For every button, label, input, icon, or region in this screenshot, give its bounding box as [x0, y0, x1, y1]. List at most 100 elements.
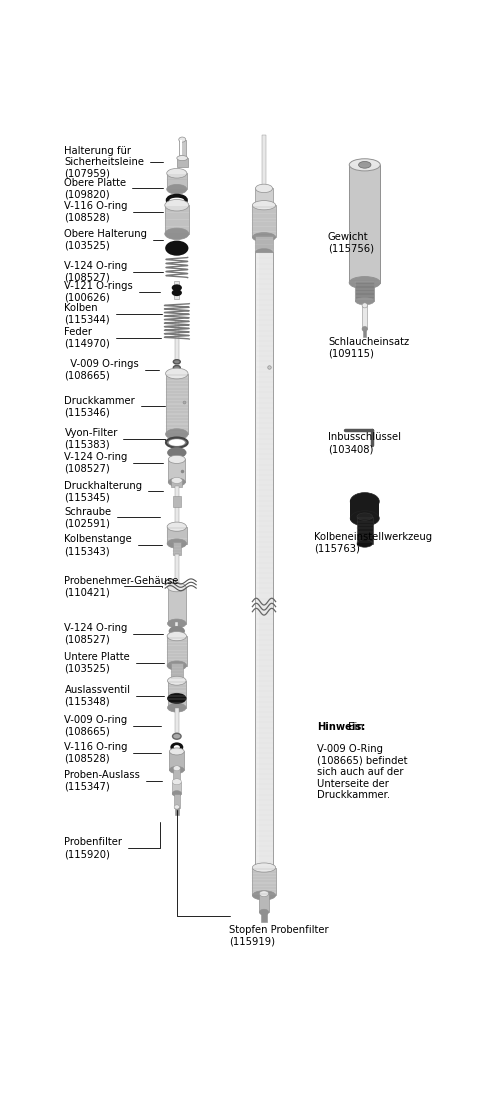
Bar: [170, 751, 184, 769]
Text: Probenehmer-Gehäuse
(110421): Probenehmer-Gehäuse (110421): [64, 576, 179, 597]
Ellipse shape: [167, 539, 186, 549]
Ellipse shape: [170, 766, 184, 774]
Text: Hinweis:: Hinweis:: [316, 722, 365, 732]
Bar: [179, 140, 186, 161]
Ellipse shape: [252, 891, 276, 900]
Ellipse shape: [166, 428, 188, 439]
Ellipse shape: [167, 196, 186, 205]
Bar: [174, 768, 180, 780]
Text: Feder
(114970): Feder (114970): [64, 328, 161, 349]
Bar: [252, 205, 276, 237]
Text: V-116 O-ring
(108528): V-116 O-ring (108528): [64, 201, 163, 223]
Bar: [350, 500, 380, 520]
Text: Probenfilter
(115920): Probenfilter (115920): [64, 822, 160, 859]
Ellipse shape: [167, 447, 186, 458]
Text: Druckhalterung
(115345): Druckhalterung (115345): [64, 481, 163, 502]
Ellipse shape: [166, 185, 187, 195]
Ellipse shape: [166, 437, 188, 448]
Text: Druckkammer
(115346): Druckkammer (115346): [64, 396, 165, 418]
Ellipse shape: [256, 185, 272, 192]
Ellipse shape: [172, 291, 181, 295]
Ellipse shape: [362, 303, 368, 308]
Ellipse shape: [165, 200, 189, 211]
Ellipse shape: [165, 240, 188, 256]
Ellipse shape: [252, 233, 276, 242]
Ellipse shape: [174, 804, 180, 809]
Text: Vyon-Filter
(115383): Vyon-Filter (115383): [64, 428, 165, 450]
Bar: [362, 305, 368, 329]
Bar: [175, 320, 179, 468]
Bar: [175, 707, 179, 733]
Bar: [170, 663, 183, 680]
Ellipse shape: [167, 632, 186, 640]
Bar: [175, 554, 179, 586]
Ellipse shape: [356, 297, 374, 305]
Ellipse shape: [260, 909, 268, 915]
Ellipse shape: [256, 248, 272, 256]
Ellipse shape: [172, 285, 181, 291]
Ellipse shape: [168, 583, 186, 591]
Text: Schlaucheinsatz
(109115): Schlaucheinsatz (109115): [328, 338, 409, 359]
Ellipse shape: [172, 478, 182, 483]
Bar: [177, 158, 188, 166]
Ellipse shape: [174, 766, 180, 771]
Ellipse shape: [172, 790, 182, 797]
Text: Ein: Ein: [344, 722, 363, 732]
Text: Stopfen Probenfilter
(115919): Stopfen Probenfilter (115919): [229, 925, 329, 947]
Ellipse shape: [349, 277, 380, 289]
Ellipse shape: [168, 677, 186, 685]
Text: V-116 O-ring
(108528): V-116 O-ring (108528): [64, 742, 161, 764]
Text: Kolbeneinstellwerkzeug
(115763): Kolbeneinstellwerkzeug (115763): [314, 532, 432, 553]
Ellipse shape: [174, 745, 180, 750]
Bar: [174, 281, 179, 299]
Bar: [363, 328, 366, 338]
Ellipse shape: [357, 540, 372, 548]
Text: V-009 O-ring
(108665): V-009 O-ring (108665): [64, 716, 161, 737]
Bar: [168, 587, 186, 623]
Ellipse shape: [350, 510, 380, 526]
Ellipse shape: [260, 891, 268, 896]
Bar: [175, 486, 179, 527]
Ellipse shape: [167, 693, 186, 704]
Text: Gewicht
(115756): Gewicht (115756): [328, 232, 374, 254]
Ellipse shape: [177, 155, 188, 161]
Ellipse shape: [167, 661, 186, 670]
Text: Proben-Auslass
(115347): Proben-Auslass (115347): [64, 771, 162, 791]
Ellipse shape: [172, 733, 181, 739]
Ellipse shape: [252, 201, 276, 210]
Text: Schraube
(102591): Schraube (102591): [64, 507, 160, 528]
Bar: [256, 254, 259, 867]
Bar: [172, 481, 182, 487]
Bar: [174, 795, 180, 808]
Ellipse shape: [362, 327, 368, 331]
Text: Obere Halterung
(103525): Obere Halterung (103525): [64, 228, 163, 250]
Text: Obere Platte
(109820): Obere Platte (109820): [64, 177, 163, 199]
Bar: [260, 894, 268, 913]
Ellipse shape: [170, 748, 184, 755]
Ellipse shape: [168, 439, 185, 446]
Bar: [166, 173, 187, 189]
Text: Kolbenstange
(115343): Kolbenstange (115343): [64, 534, 162, 556]
Ellipse shape: [165, 228, 189, 239]
Ellipse shape: [167, 522, 186, 531]
Ellipse shape: [168, 456, 186, 463]
Ellipse shape: [179, 137, 186, 142]
Bar: [173, 542, 180, 555]
Bar: [168, 459, 186, 482]
Bar: [262, 912, 266, 922]
Ellipse shape: [174, 365, 180, 369]
Ellipse shape: [357, 513, 372, 520]
Ellipse shape: [350, 493, 380, 510]
Bar: [356, 281, 374, 302]
Text: V-009 O-Ring
(108665) befindet
sich auch auf der
Unterseite der
Druckkammer.: V-009 O-Ring (108665) befindet sich auch…: [316, 744, 407, 800]
Bar: [173, 496, 180, 506]
Bar: [254, 252, 274, 868]
Bar: [256, 188, 272, 207]
Bar: [166, 374, 188, 434]
Bar: [167, 636, 186, 666]
Bar: [175, 807, 179, 815]
Text: V-124 O-ring
(108527): V-124 O-ring (108527): [64, 623, 164, 645]
Ellipse shape: [166, 168, 187, 178]
Ellipse shape: [256, 202, 272, 211]
Ellipse shape: [166, 368, 188, 379]
